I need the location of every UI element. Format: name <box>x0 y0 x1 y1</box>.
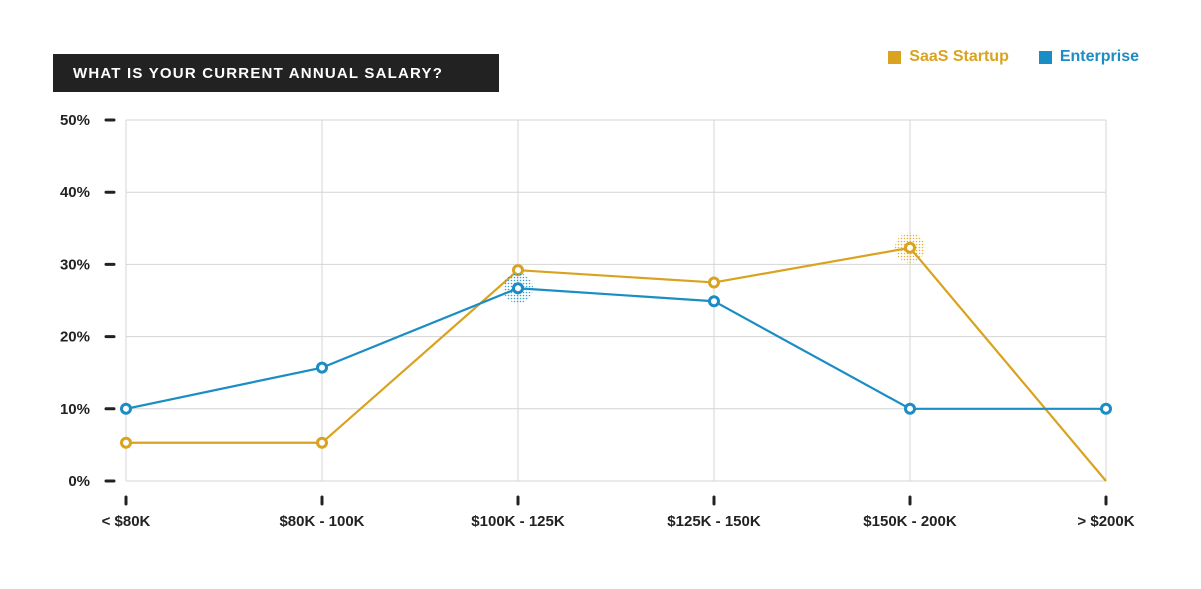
data-point-saas-startup-4 <box>904 241 916 254</box>
data-point-enterprise-3 <box>708 295 720 308</box>
y-tick-label-2: 20% <box>60 329 90 346</box>
series-line-enterprise <box>125 287 1106 410</box>
legend-swatch-saas-startup <box>888 50 902 64</box>
legend-label-saas-startup: SaaS Startup <box>909 48 1009 65</box>
x-tick-label-1: $80K - 100K <box>279 513 364 530</box>
x-tick-label-5: > $200K <box>1077 513 1134 530</box>
y-tick-label-1: 10% <box>60 401 90 418</box>
y-tick-label-4: 40% <box>60 184 90 201</box>
legend-item-enterprise: Enterprise <box>1038 48 1139 66</box>
x-tick-label-3: $125K - 150K <box>667 513 761 530</box>
series-line-saas-startup <box>126 246 1107 482</box>
data-point-saas-startup-0 <box>120 436 132 449</box>
data-point-enterprise-1 <box>316 361 328 374</box>
x-tick-label-2: $100K - 125K <box>471 513 565 530</box>
chart-title: WHAT IS YOUR CURRENT ANNUAL SALARY? <box>53 54 499 92</box>
legend-label-enterprise: Enterprise <box>1059 48 1139 65</box>
y-tick-label-5: 50% <box>60 112 90 129</box>
data-point-saas-startup-3 <box>708 276 720 289</box>
data-point-enterprise-4 <box>904 402 916 415</box>
legend-swatch-enterprise <box>1038 50 1052 64</box>
x-tick-label-0: < $80K <box>102 513 151 530</box>
y-tick-label-3: 30% <box>60 256 90 273</box>
y-tick-label-0: 0% <box>68 473 90 490</box>
data-point-enterprise-2 <box>512 282 524 295</box>
legend: SaaS Startup Enterprise <box>888 48 1139 66</box>
legend-item-saas-startup: SaaS Startup <box>888 48 1009 66</box>
data-point-enterprise-0 <box>120 402 132 415</box>
x-tick-label-4: $150K - 200K <box>863 513 957 530</box>
data-point-enterprise-5 <box>1100 402 1112 415</box>
data-point-saas-startup-1 <box>316 436 328 449</box>
